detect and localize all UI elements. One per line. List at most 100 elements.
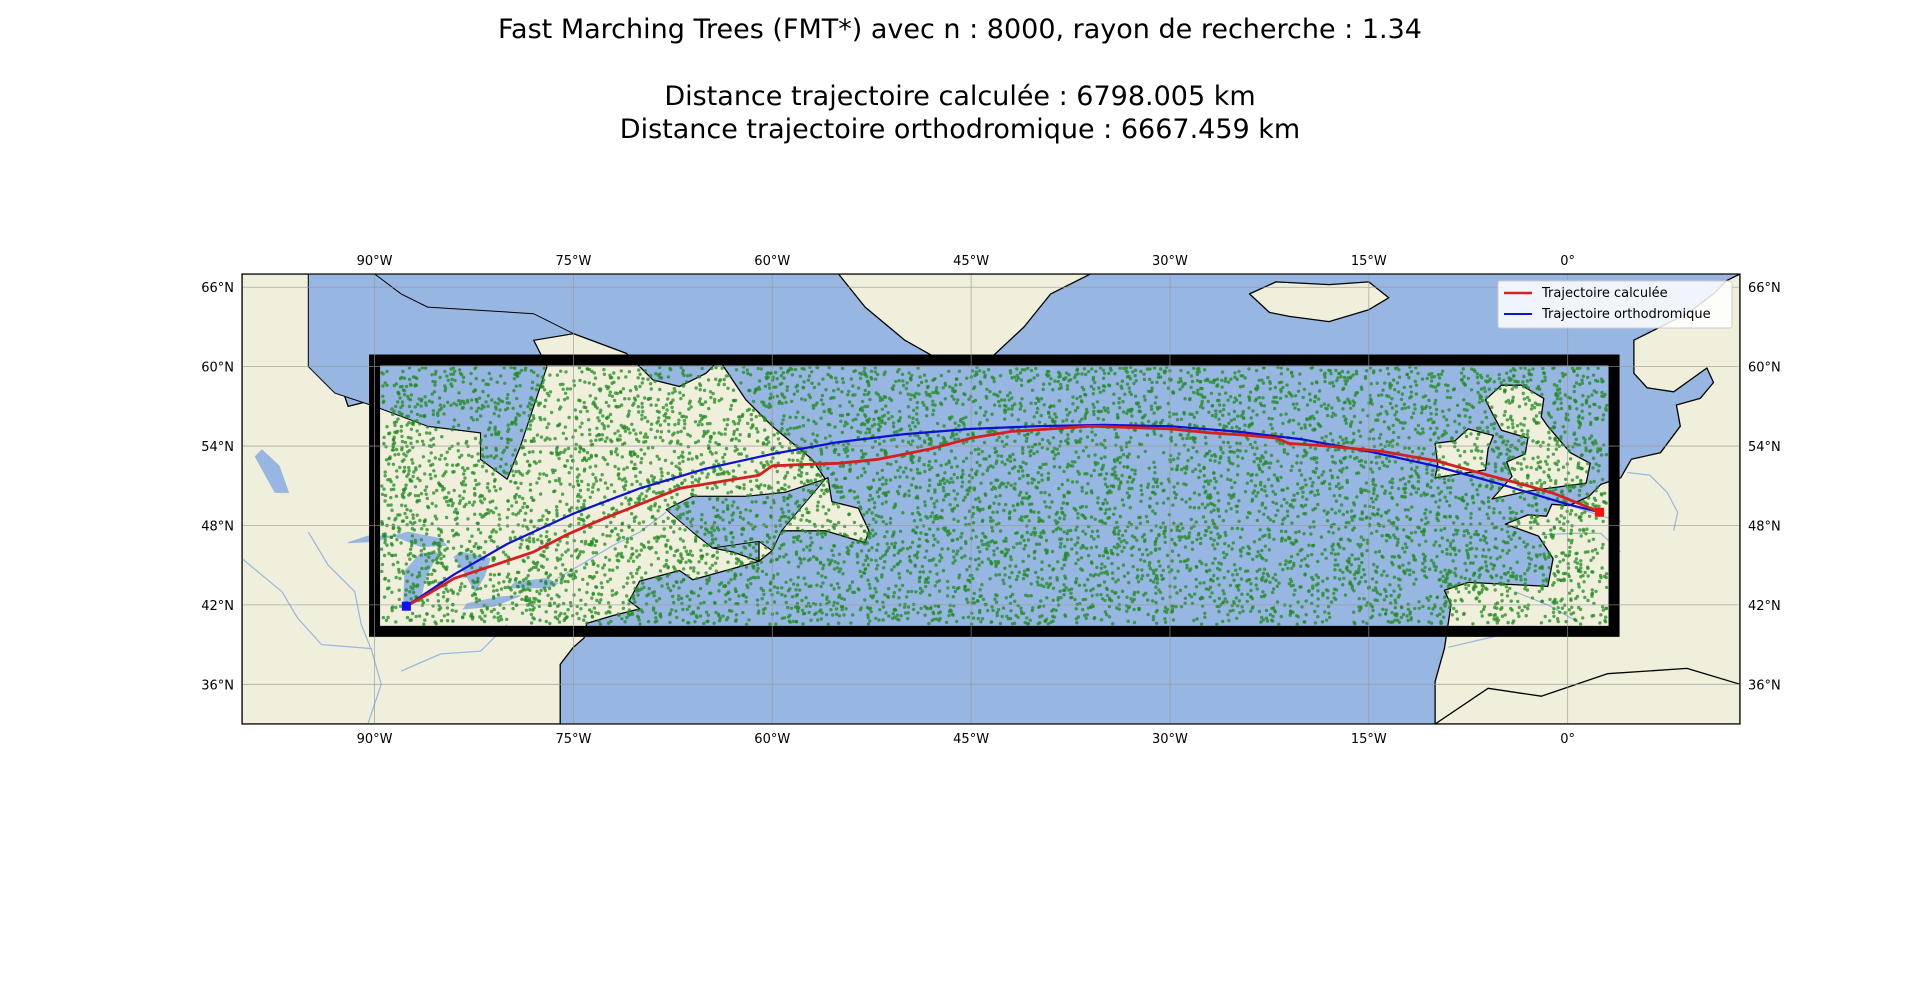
- sample-point: [1575, 475, 1579, 479]
- sample-point: [921, 524, 926, 528]
- sample-point: [1210, 454, 1214, 458]
- sample-point: [1463, 461, 1467, 465]
- sample-point: [914, 590, 918, 594]
- sample-point: [1089, 534, 1094, 539]
- sample-point: [1375, 494, 1380, 498]
- sample-point: [1294, 394, 1298, 398]
- sample-point: [908, 545, 913, 549]
- sample-point: [600, 585, 604, 590]
- sample-point: [945, 594, 950, 598]
- sample-point: [973, 601, 977, 605]
- sample-point: [715, 508, 719, 512]
- sample-point: [714, 459, 718, 463]
- sample-point: [852, 520, 857, 525]
- sample-point: [1591, 556, 1596, 560]
- sample-point: [482, 497, 487, 501]
- sample-point: [712, 520, 717, 525]
- sample-point: [978, 550, 982, 554]
- sample-point: [1453, 419, 1457, 424]
- sample-point: [965, 568, 969, 572]
- sample-point: [1162, 381, 1167, 385]
- sample-point: [782, 495, 786, 500]
- sample-point: [844, 607, 848, 611]
- sample-point: [816, 500, 820, 504]
- sample-point: [527, 414, 531, 418]
- sample-point: [719, 581, 724, 585]
- sample-point: [1552, 401, 1556, 406]
- sample-point: [1487, 505, 1491, 509]
- sample-point: [829, 583, 833, 587]
- sample-point: [870, 528, 875, 532]
- sample-point: [1209, 530, 1213, 535]
- sample-point: [382, 435, 386, 440]
- sample-point: [1586, 461, 1590, 466]
- sample-point: [1592, 479, 1596, 484]
- sample-point: [1004, 502, 1008, 507]
- sample-point: [391, 605, 395, 609]
- sample-point: [1530, 504, 1535, 508]
- sample-point: [1046, 471, 1051, 475]
- sample-point: [1216, 532, 1220, 536]
- sample-point: [1394, 404, 1399, 408]
- sample-point: [781, 371, 785, 375]
- sample-point: [1179, 522, 1183, 526]
- sample-point: [1069, 537, 1074, 542]
- title-line-3: Distance trajectoire orthodromique : 666…: [619, 114, 1301, 145]
- sample-point: [1359, 606, 1363, 611]
- sample-point: [1266, 375, 1270, 380]
- sample-point: [1263, 489, 1267, 493]
- sample-point: [1492, 507, 1496, 511]
- sample-point: [422, 622, 426, 626]
- sample-point: [564, 550, 568, 554]
- sample-point: [508, 586, 512, 590]
- sample-point: [838, 404, 842, 408]
- sample-point: [1341, 570, 1345, 575]
- sample-point: [1306, 554, 1310, 558]
- sample-point: [799, 480, 804, 484]
- sample-point: [1208, 568, 1212, 572]
- sample-point: [961, 441, 966, 445]
- sample-point: [1132, 597, 1137, 602]
- sample-point: [1474, 554, 1478, 559]
- sample-point: [1064, 407, 1069, 412]
- sample-point: [601, 566, 605, 570]
- sample-point: [1337, 482, 1341, 486]
- sample-point: [470, 593, 475, 598]
- sample-point: [1484, 485, 1489, 489]
- sample-point: [1462, 407, 1467, 412]
- sample-point: [1397, 368, 1401, 372]
- sample-point: [956, 398, 960, 402]
- sample-point: [401, 369, 405, 374]
- sample-point: [688, 549, 693, 553]
- sample-point: [1457, 549, 1461, 553]
- sample-point: [1040, 478, 1044, 482]
- sample-point: [1283, 516, 1287, 520]
- sample-point: [1510, 466, 1514, 471]
- sample-point: [1197, 506, 1201, 510]
- sample-point: [1600, 493, 1604, 497]
- sample-point: [385, 383, 389, 387]
- sample-point: [749, 488, 754, 492]
- sample-point: [831, 502, 836, 506]
- sample-point: [1543, 535, 1548, 539]
- sample-point: [555, 514, 559, 518]
- sample-point: [961, 472, 965, 476]
- sample-point: [905, 381, 909, 385]
- sample-point: [605, 436, 609, 440]
- sample-point: [1500, 592, 1504, 597]
- sample-point: [1176, 569, 1180, 573]
- sample-point: [1066, 478, 1070, 482]
- sample-point: [699, 601, 703, 606]
- sample-point: [1572, 368, 1576, 373]
- sample-point: [1167, 480, 1172, 484]
- sample-point: [878, 556, 883, 560]
- sample-point: [1312, 525, 1316, 529]
- sample-point: [685, 607, 689, 611]
- sample-point: [744, 565, 749, 569]
- sample-point: [942, 424, 946, 428]
- sample-point: [792, 582, 796, 586]
- sample-point: [916, 506, 920, 510]
- sample-point: [1264, 608, 1269, 613]
- sample-point: [992, 549, 996, 553]
- sample-point: [676, 421, 681, 426]
